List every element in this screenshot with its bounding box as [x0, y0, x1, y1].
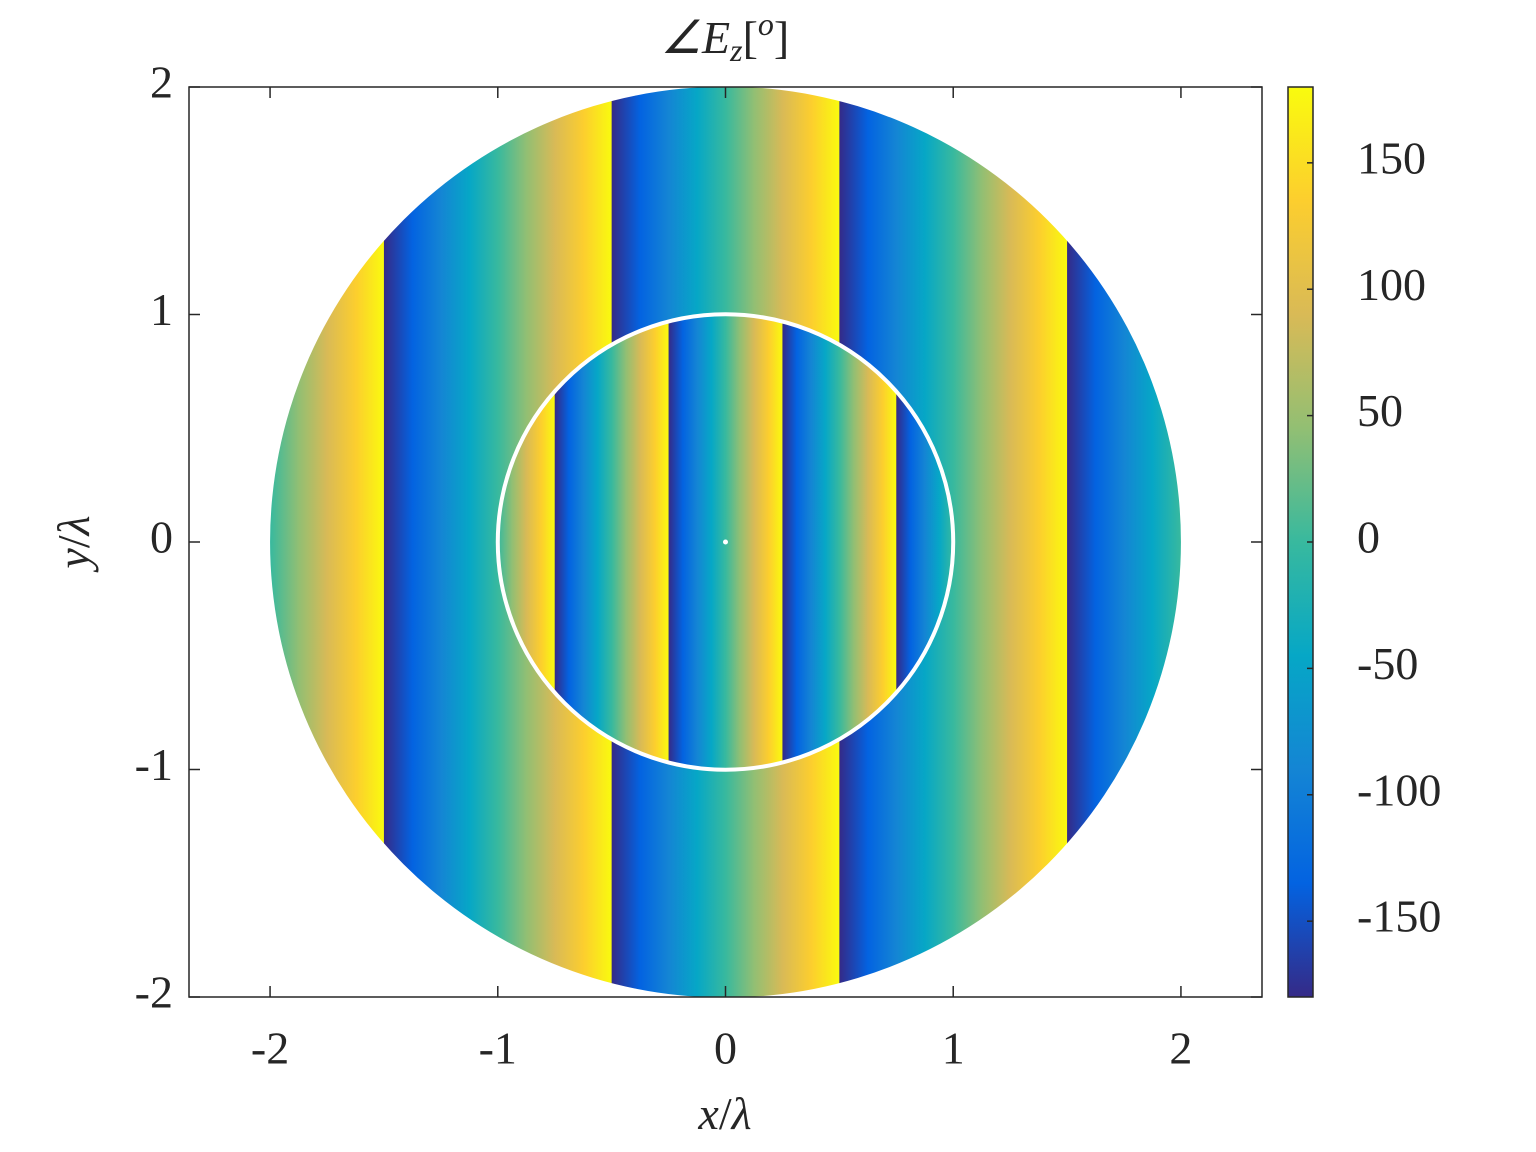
colorbar-tick-label: -100 [1357, 764, 1441, 815]
x-tick-label: 0 [714, 1023, 737, 1074]
x-label-part: / [719, 1088, 732, 1139]
y-label-part: λ [48, 515, 99, 537]
y-label-part: / [48, 535, 99, 548]
colorbar-tick-label: 0 [1357, 512, 1380, 563]
colorbar-tick-label: 150 [1357, 132, 1426, 183]
title-bracket: ] [774, 12, 789, 63]
y-tick-label: 2 [150, 57, 173, 108]
x-label-part: λ [730, 1088, 752, 1139]
center-dot [723, 539, 728, 545]
y-tick-label: -2 [135, 967, 173, 1018]
y-tick-label: -1 [135, 739, 173, 790]
phase-stripe [1295, 87, 1523, 997]
title-base: ∠E [661, 12, 730, 63]
colorbar-tick-label: -150 [1357, 891, 1441, 942]
inner-boundary [495, 312, 956, 772]
x-tick-label: -1 [479, 1023, 517, 1074]
y-axis-label: y/λ [48, 515, 99, 572]
title-sub: z [729, 32, 743, 68]
phase-stripe [782, 314, 897, 770]
title-bracket: [ [743, 12, 758, 63]
y-tick-label: 1 [150, 284, 173, 335]
chart-title: ∠Ez[o] [661, 6, 789, 68]
y-label-part: y [48, 548, 99, 573]
colorbar-tick-label: 100 [1357, 259, 1426, 310]
x-label-part: x [697, 1088, 719, 1139]
colorbar-tick-label: 50 [1357, 385, 1403, 436]
x-tick-label: -2 [251, 1023, 289, 1074]
x-axis-label: x/λ [697, 1088, 751, 1139]
x-tick-label: 2 [1169, 1023, 1192, 1074]
y-tick-label: 0 [150, 512, 173, 563]
colorbar-tick-label: -50 [1357, 638, 1418, 689]
phase-stripe [554, 314, 670, 770]
title-sup: o [758, 6, 774, 42]
x-tick-label: 1 [942, 1023, 965, 1074]
